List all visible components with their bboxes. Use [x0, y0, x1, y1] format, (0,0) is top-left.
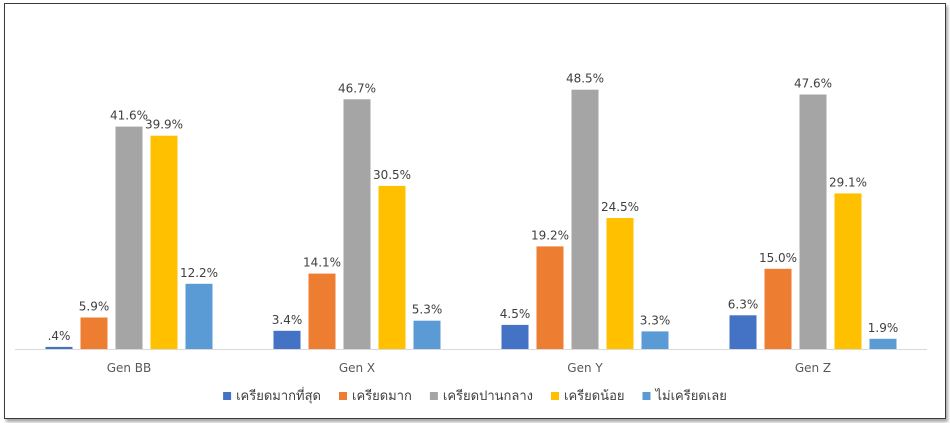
data-label: 48.5%: [566, 72, 604, 86]
data-label: 5.9%: [79, 300, 110, 314]
legend-label: เครียดปานกลาง: [443, 388, 533, 404]
data-label: 15.0%: [759, 251, 797, 265]
legend-item: ไม่เครียดเลย: [642, 388, 727, 404]
legend-item: เครียดมากที่สุด: [223, 387, 321, 404]
data-label: 46.7%: [338, 81, 376, 95]
data-label: 1.9%: [868, 321, 899, 335]
bar-gen-x-series-3: [378, 185, 406, 349]
chart-frame: .4% 5.9% 41.6% 39.9% 12.2% 3.4% 14.1% 46.7% 30.5…: [4, 3, 946, 419]
bar-gen-z-series-4: [869, 338, 897, 349]
data-label: 3.4%: [272, 313, 303, 327]
bar-gen-bb-series-2: [115, 126, 143, 349]
x-tick-label: Gen Z: [795, 361, 831, 375]
data-label: 30.5%: [373, 168, 411, 182]
bar-gen-y-series-2: [571, 89, 599, 349]
legend: เครียดมากที่สุด เครียดมาก เครียดปานกลาง เคร…: [223, 387, 727, 404]
bar-gen-x-series-4: [413, 320, 441, 349]
data-label: 12.2%: [180, 266, 218, 280]
bar-chart: .4% 5.9% 41.6%39.9% 12.2% 3.4% 14.1% 46.7% 30.5…: [15, 72, 927, 404]
legend-item: เครียดมาก: [339, 388, 412, 404]
bar-gen-z-series-3: [834, 193, 862, 349]
bar-gen-z-series-0: [729, 315, 757, 349]
bar-gen-z-series-1: [764, 268, 792, 349]
data-label: 24.5%: [601, 200, 639, 214]
bar-gen-bb-series-1: [80, 317, 108, 349]
data-label: 6.3%: [728, 297, 759, 311]
legend-item: เครียดน้อย: [551, 388, 625, 404]
data-label: 14.1%: [303, 256, 341, 270]
bar-gen-x-series-1: [308, 273, 336, 349]
bar-gen-x-series-0: [273, 330, 301, 349]
bar-gen-bb-series-0: [45, 346, 73, 349]
data-label: .4%: [48, 329, 71, 343]
x-tick-label: Gen BB: [107, 361, 152, 375]
legend-item: เครียดปานกลาง: [429, 388, 533, 404]
legend-label: ไม่เครียดเลย: [655, 388, 727, 404]
bar-gen-bb-series-4: [185, 283, 213, 349]
bar-gen-x-series-2: [343, 99, 371, 349]
data-label: 29.1%: [829, 175, 867, 189]
legend-swatch: [223, 392, 232, 400]
data-label: 3.3%: [640, 313, 671, 327]
bar-gen-y-series-0: [501, 324, 529, 349]
data-labels-group: .4% 5.9% 41.6%39.9% 12.2% 3.4% 14.1% 46.7% 30.5…: [48, 72, 899, 343]
legend-label: เครียดน้อย: [564, 388, 625, 404]
data-label: 4.5%: [500, 307, 531, 321]
x-tick-labels: Gen BB Gen X Gen Y Gen Z: [107, 361, 831, 375]
bar-gen-y-series-3: [606, 218, 634, 349]
data-label: 5.3%: [412, 303, 443, 317]
data-label: 19.2%: [531, 228, 569, 242]
bars-group: [45, 89, 897, 349]
legend-label: เครียดมากที่สุด: [236, 387, 321, 404]
data-label: 47.6%: [794, 77, 832, 91]
bar-gen-z-series-2: [799, 94, 827, 349]
legend-swatch: [551, 392, 559, 400]
legend-swatch: [642, 392, 651, 400]
bar-gen-y-series-1: [536, 246, 564, 349]
data-label: 39.9%: [145, 118, 183, 132]
x-tick-label: Gen X: [339, 361, 375, 375]
bar-gen-bb-series-3: [150, 135, 178, 349]
legend-swatch: [429, 392, 438, 400]
legend-swatch: [339, 392, 347, 400]
data-label: 41.6%: [110, 109, 148, 123]
bar-gen-y-series-4: [641, 331, 669, 349]
x-tick-label: Gen Y: [567, 361, 603, 375]
legend-label: เครียดมาก: [352, 388, 412, 404]
